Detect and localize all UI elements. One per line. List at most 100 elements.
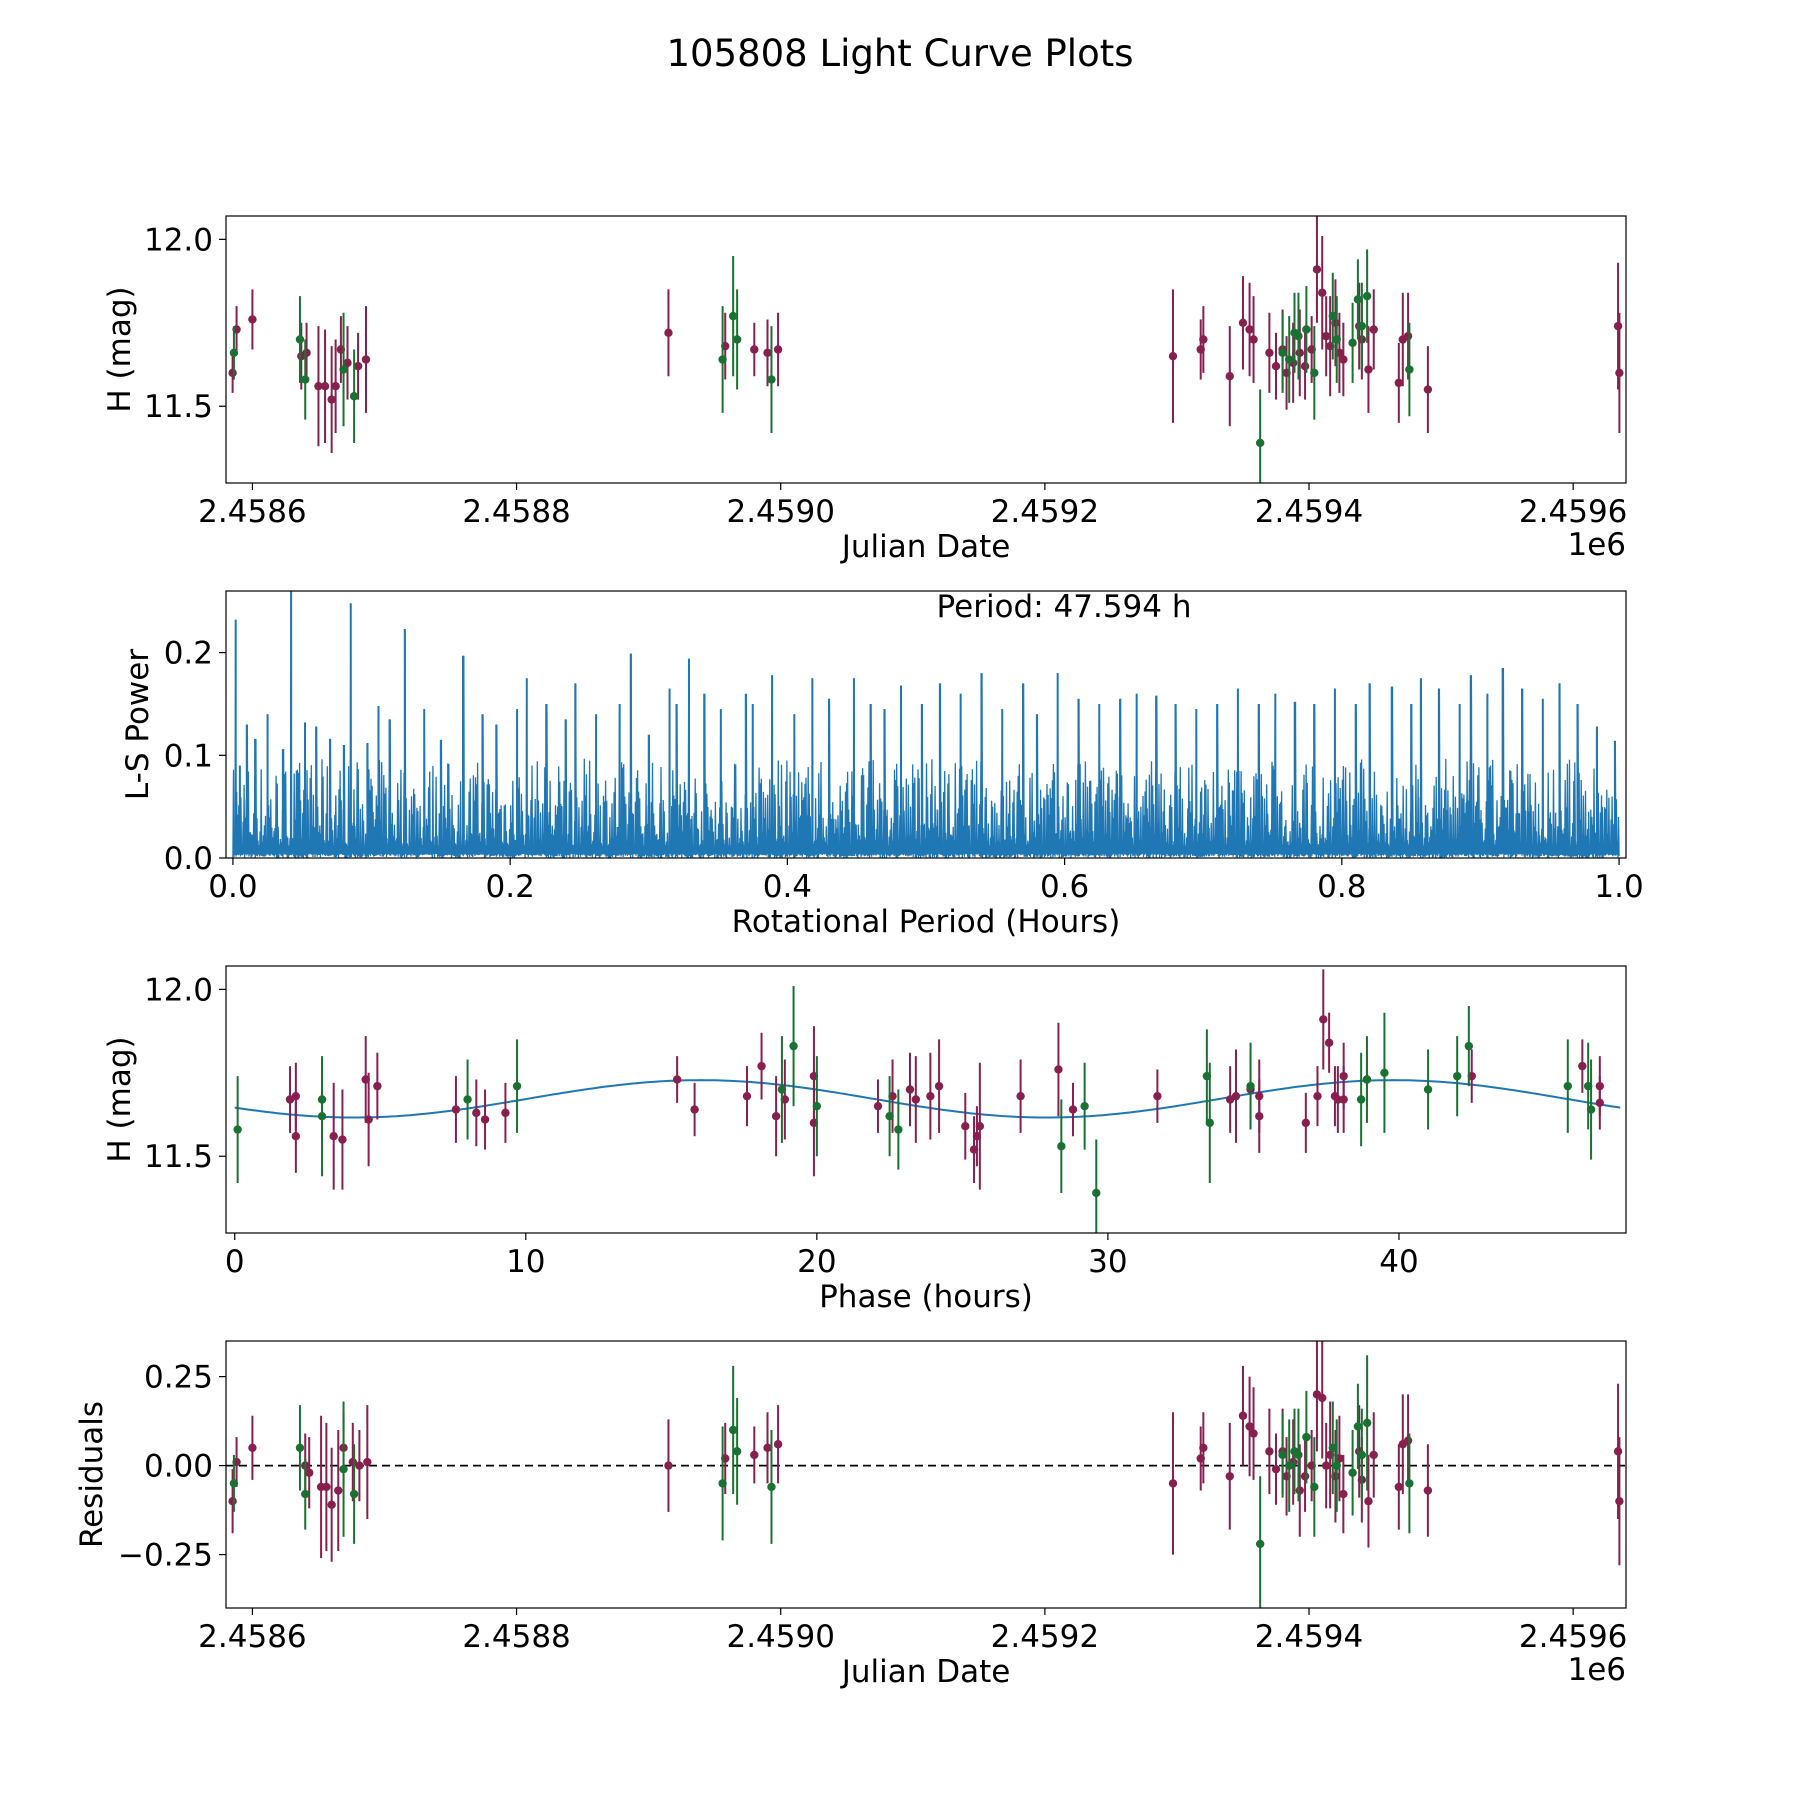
phase-ytick-label: 12.0 <box>144 972 213 1008</box>
residuals-marks <box>226 1341 1626 1608</box>
phase-xtick-label: 30 <box>1088 1244 1127 1280</box>
data-point <box>373 1081 382 1091</box>
data-point <box>1423 1486 1433 1495</box>
data-point <box>750 1450 759 1460</box>
data-point <box>305 1468 314 1477</box>
lightcurve-plot-area <box>228 216 1624 483</box>
data-point <box>1225 1472 1234 1481</box>
data-point <box>742 1091 752 1101</box>
data-point <box>355 1461 364 1470</box>
data-point <box>1153 1091 1162 1101</box>
data-point <box>1231 1091 1241 1101</box>
data-point <box>1168 351 1178 361</box>
data-point <box>1249 1429 1258 1438</box>
data-point <box>291 1132 301 1141</box>
data-point <box>1294 1450 1303 1460</box>
phase-xtick-label: 0 <box>225 1244 245 1280</box>
data-point <box>894 1125 903 1134</box>
lightcurve-xtick-label: 2.4592 <box>991 494 1099 530</box>
data-point <box>1405 1479 1414 1488</box>
data-point <box>1302 1432 1311 1442</box>
periodogram-xtick-label: 1.0 <box>1594 869 1643 905</box>
data-point <box>926 1091 935 1101</box>
data-point <box>295 1443 305 1453</box>
data-point <box>339 365 348 374</box>
phase-xtick-label: 40 <box>1379 1244 1418 1280</box>
data-point <box>1255 1539 1265 1549</box>
data-point <box>322 1482 331 1492</box>
data-point <box>1238 1411 1248 1420</box>
residuals-xlabel: Julian Date <box>840 1654 1011 1690</box>
lightcurve-xlabel: Julian Date <box>840 529 1011 565</box>
data-point <box>750 345 759 354</box>
phase-frame <box>225 965 1627 1234</box>
lightcurve-ytick-label: 12.0 <box>144 222 213 258</box>
data-point <box>1265 348 1274 358</box>
data-point <box>339 1464 348 1474</box>
lightcurve-series-b <box>229 249 1414 483</box>
data-point <box>1255 1111 1264 1121</box>
data-point <box>480 1115 490 1124</box>
data-point <box>1319 1015 1328 1024</box>
data-point <box>1423 385 1433 394</box>
data-point <box>248 315 257 324</box>
data-point <box>905 1085 915 1094</box>
residuals-plot-area <box>226 1341 1626 1608</box>
residuals-ytick-label: 0.00 <box>144 1449 213 1485</box>
data-point <box>1285 1461 1294 1470</box>
data-point <box>331 382 340 391</box>
periodogram-xtick-label: 0.0 <box>208 869 257 905</box>
data-point <box>1278 348 1287 358</box>
residuals-frame <box>225 1340 1627 1609</box>
data-point <box>728 311 738 321</box>
data-point <box>1353 1422 1363 1431</box>
data-point <box>463 1095 472 1104</box>
data-point <box>1332 335 1341 344</box>
data-point <box>1313 1091 1322 1101</box>
data-point <box>1613 1447 1623 1456</box>
data-point <box>1271 1464 1281 1474</box>
data-point <box>1452 1071 1462 1081</box>
data-point <box>1328 311 1337 321</box>
periodogram-xtick-label: 0.4 <box>763 869 812 905</box>
phase-ytick-label: 11.5 <box>144 1139 213 1175</box>
data-point <box>812 1101 822 1111</box>
periodogram-marks <box>232 591 1620 858</box>
data-point <box>934 1081 944 1091</box>
data-point <box>1357 1450 1367 1460</box>
data-point <box>229 1479 239 1488</box>
periodogram-xtick-label: 0.2 <box>486 869 535 905</box>
data-point <box>763 348 772 358</box>
residuals-offset-label: 1e6 <box>1567 1652 1626 1688</box>
data-point <box>1265 1447 1274 1456</box>
phase-ticks: 0 10 20 30 40 11.5 12.0 <box>144 972 1419 1280</box>
lightcurve-marks <box>228 216 1624 483</box>
data-point <box>1364 365 1373 374</box>
phase-series-a <box>285 969 1605 1190</box>
data-point <box>1356 1095 1366 1104</box>
data-point <box>777 1085 787 1094</box>
lightcurve-xtick-label: 2.4588 <box>462 494 570 530</box>
residuals-panel: 2.4586 2.4588 2.4590 2.4592 2.4594 2.4596 −0.2… <box>74 1340 1627 1690</box>
data-point <box>1394 1482 1404 1492</box>
data-point <box>1068 1105 1078 1114</box>
data-point <box>1054 1065 1063 1074</box>
periodogram-xtick-label: 0.8 <box>1317 869 1366 905</box>
data-point <box>363 1457 372 1467</box>
phase-xtick-label: 10 <box>506 1244 545 1280</box>
data-point <box>1285 355 1294 364</box>
data-point <box>349 392 359 401</box>
residuals-ytick-label: −0.25 <box>118 1538 213 1574</box>
data-point <box>334 1486 343 1495</box>
data-point <box>1312 265 1322 274</box>
data-point <box>1318 1393 1327 1403</box>
phase-xtick-label: 20 <box>797 1244 836 1280</box>
data-point <box>771 1111 781 1121</box>
lightcurve-ytick-label: 11.5 <box>144 389 213 425</box>
data-point <box>1324 1038 1334 1047</box>
data-point <box>451 1105 461 1114</box>
data-point <box>1369 1450 1378 1460</box>
data-point <box>1249 335 1258 344</box>
data-point <box>1245 1422 1254 1431</box>
